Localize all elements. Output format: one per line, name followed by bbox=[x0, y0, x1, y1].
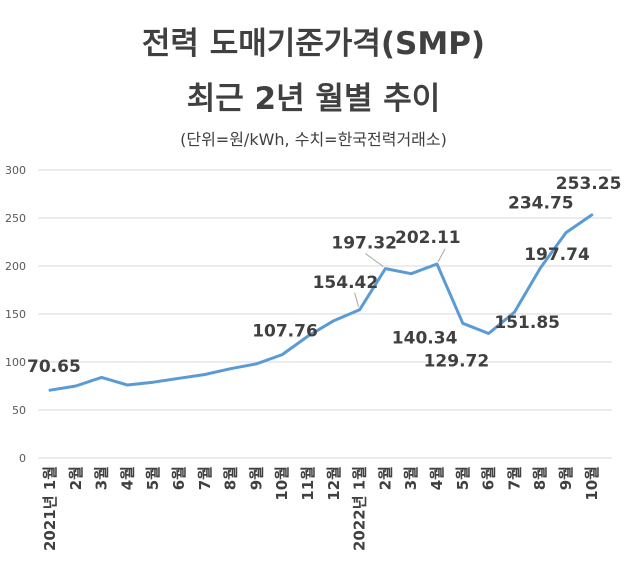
x-tick-label: 9월 bbox=[247, 466, 265, 490]
x-tick-label: 8월 bbox=[531, 466, 549, 490]
data-label: 234.75 bbox=[508, 194, 574, 214]
data-label: 129.72 bbox=[424, 351, 490, 371]
x-tick-label: 7월 bbox=[505, 466, 523, 490]
x-tick-label: 5월 bbox=[454, 466, 472, 490]
x-tick-label: 6월 bbox=[170, 466, 188, 490]
series-line bbox=[48, 213, 594, 392]
data-label: 140.34 bbox=[392, 328, 458, 348]
y-tick-label: 100 bbox=[5, 356, 26, 369]
leader-line bbox=[437, 248, 446, 263]
x-tick-label: 8월 bbox=[222, 466, 240, 490]
x-tick-label: 10월 bbox=[583, 466, 601, 501]
x-tick-label: 2022년 1월 bbox=[351, 466, 369, 551]
x-tick-label: 10월 bbox=[273, 466, 291, 501]
y-tick-label: 250 bbox=[5, 212, 26, 225]
y-tick-label: 0 bbox=[19, 452, 26, 465]
y-tick-label: 50 bbox=[12, 404, 26, 417]
leader-line bbox=[365, 253, 384, 267]
x-tick-label: 3월 bbox=[402, 466, 420, 490]
chart-title-line1: 전력 도매기준가격(SMP) bbox=[141, 26, 486, 62]
x-tick-label: 6월 bbox=[480, 466, 498, 490]
x-tick-label: 9월 bbox=[557, 466, 575, 490]
data-label: 253.25 bbox=[556, 174, 622, 194]
y-axis-ticks: 0 50 100 150 200 250 300 bbox=[5, 164, 26, 465]
x-tick-label: 3월 bbox=[93, 466, 111, 490]
data-label: 107.76 bbox=[252, 322, 318, 342]
y-tick-label: 200 bbox=[5, 260, 26, 273]
y-tick-label: 300 bbox=[5, 164, 26, 177]
data-label: 70.65 bbox=[27, 357, 81, 377]
x-tick-label: 4월 bbox=[118, 466, 136, 490]
data-label: 151.85 bbox=[494, 313, 560, 333]
data-label: 202.11 bbox=[395, 228, 461, 248]
x-tick-label: 2021년 1월 bbox=[41, 466, 59, 551]
gridlines bbox=[38, 169, 612, 459]
chart-subtitle: (단위=원/kWh, 수치=한국전력거래소) bbox=[180, 130, 447, 149]
x-tick-label: 2월 bbox=[376, 466, 394, 490]
x-tick-label: 12월 bbox=[325, 466, 343, 501]
chart-title-line2: 최근 2년 월별 추이 bbox=[186, 81, 441, 117]
y-tick-label: 150 bbox=[5, 308, 26, 321]
x-tick-label: 2월 bbox=[67, 466, 85, 490]
x-tick-label: 4월 bbox=[428, 466, 446, 490]
series-line-group bbox=[48, 213, 594, 392]
leader-line bbox=[354, 292, 360, 307]
x-tick-label: 7월 bbox=[196, 466, 214, 490]
x-axis-ticks: 2021년 1월 2월 3월 4월 5월 6월 7월 8월 9월 10월 11월 12월 2022년 1… bbox=[41, 466, 601, 551]
data-label: 197.74 bbox=[524, 245, 590, 265]
x-tick-label: 5월 bbox=[144, 466, 162, 490]
x-tick-label: 11월 bbox=[299, 466, 317, 501]
data-label: 197.32 bbox=[331, 234, 397, 254]
label-leader-lines bbox=[354, 248, 446, 307]
data-label: 154.42 bbox=[313, 273, 379, 293]
